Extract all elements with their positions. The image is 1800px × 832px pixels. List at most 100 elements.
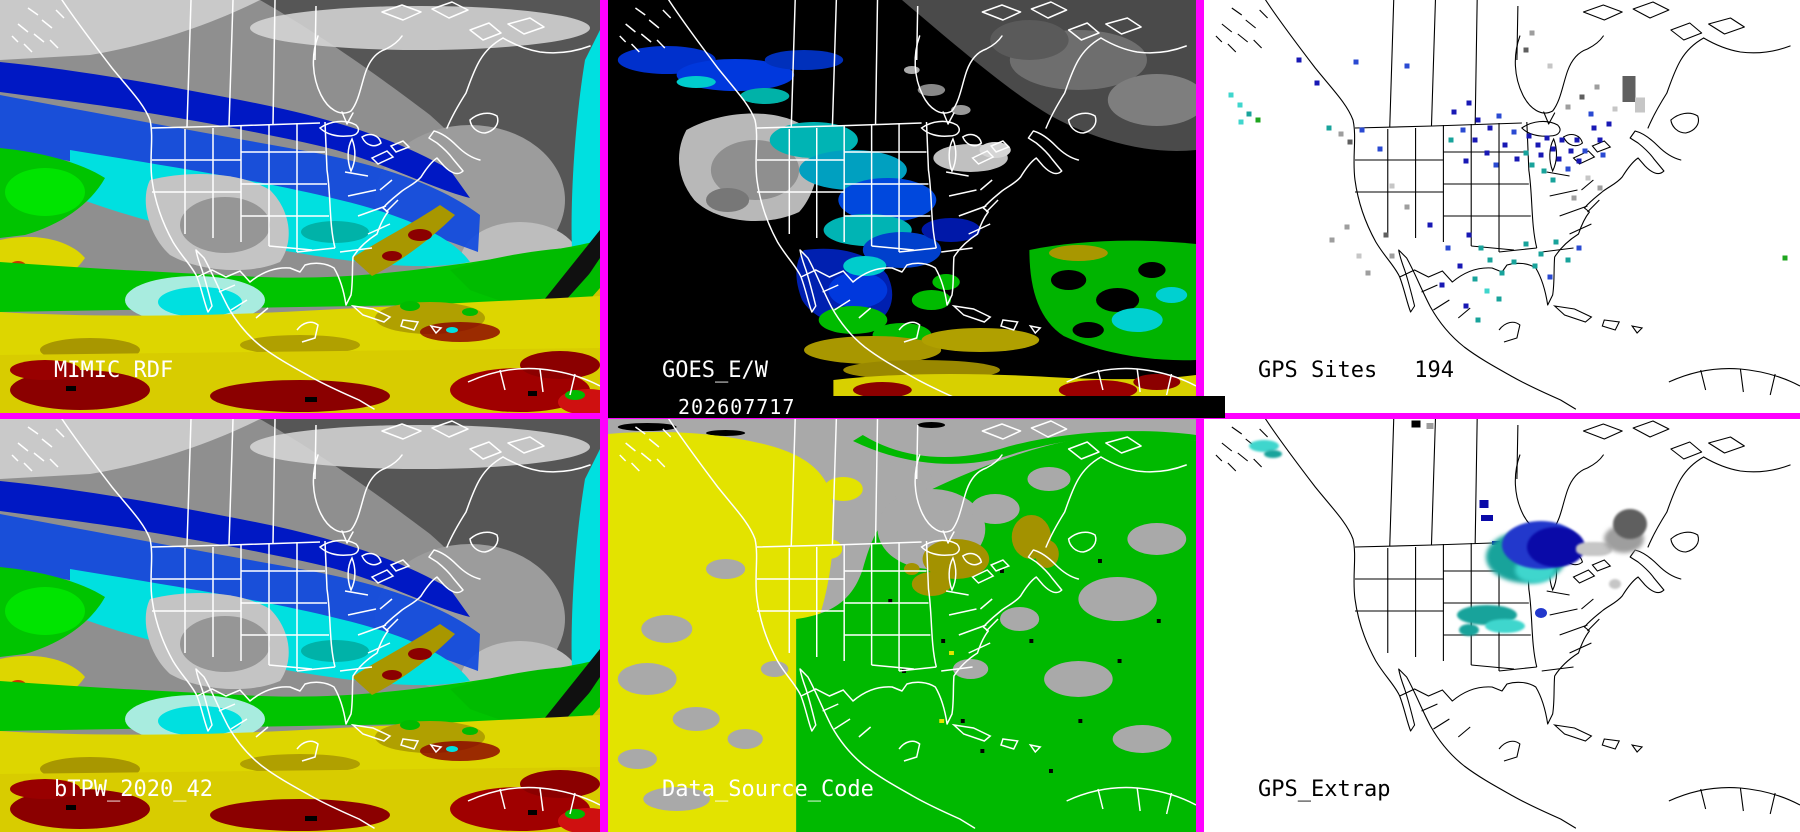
gps-site-marker (1463, 158, 1469, 164)
gps-site-marker (1365, 270, 1371, 276)
gps-site-marker (1487, 257, 1493, 263)
gps-site-marker (1228, 92, 1234, 98)
gps-site-marker (1550, 177, 1556, 183)
gps-site-marker (1547, 63, 1553, 69)
gps-extrap-blobs (1204, 419, 1800, 832)
gps-site-marker (1535, 142, 1541, 148)
gps-site-marker (1499, 270, 1505, 276)
gps-site-marker (1475, 317, 1481, 323)
gps-extrap-blob (1534, 608, 1547, 619)
gps-site-marker (1502, 142, 1508, 148)
gps-extrap-blob (1613, 509, 1648, 540)
gps-site-marker (1538, 152, 1544, 158)
gps-sites-count: 194 (1414, 358, 1454, 383)
gps-extrap-blob (1263, 450, 1282, 459)
gps-sites-label: GPS Sites (1258, 358, 1378, 383)
gps-site-marker (1600, 152, 1606, 158)
gps-site-marker (1565, 166, 1571, 172)
gps-site-marker (1541, 168, 1547, 174)
panel-mimic-rdf: MIMIC RDF (0, 0, 600, 413)
gps-site-marker (1523, 47, 1529, 53)
gps-extrap-blob (1609, 579, 1622, 590)
gps-extrap-blob (1481, 515, 1494, 522)
gps-site-marker (1565, 104, 1571, 110)
gps-extrap-blob (1426, 422, 1434, 429)
gps-site-marker (1523, 150, 1529, 156)
gps-extrap-blob (1479, 499, 1489, 508)
panel-label-gps-sites: GPS Sites 194 (1258, 358, 1454, 384)
gps-site-marker (1597, 137, 1603, 143)
gps-site-marker (1475, 117, 1481, 123)
gps-site-marker (1445, 245, 1451, 251)
gps-site-marker (1523, 241, 1529, 247)
gps-site-marker (1466, 100, 1472, 106)
panel-gps-extrap: GPS_Extrap (1204, 419, 1800, 832)
gps-site-marker (1594, 84, 1600, 90)
gps-site-marker (1574, 137, 1579, 143)
gps-site-marker (1338, 131, 1344, 137)
gps-site-marker (1579, 94, 1585, 100)
gps-site-marker (1511, 259, 1517, 265)
gps-site-marker (1585, 175, 1591, 181)
data-source-imagery (608, 419, 1196, 832)
gps-site-marker (1635, 97, 1646, 113)
gps-site-marker (1451, 109, 1457, 114)
gps-site-marker (1612, 106, 1618, 112)
gps-site-marker (1326, 125, 1332, 131)
goes-ew-imagery (608, 0, 1196, 413)
gps-site-marker (1576, 245, 1582, 251)
gps-site-marker (1353, 59, 1359, 65)
gps-site-marker (1383, 232, 1389, 238)
gps-site-marker (1532, 263, 1538, 269)
gps-site-marker (1576, 158, 1582, 164)
gps-site-marker (1529, 30, 1535, 36)
gps-site-marker (1439, 282, 1445, 288)
gps-site-marker (1448, 137, 1454, 143)
gps-site-marker (1329, 237, 1335, 243)
gps-site-marker (1591, 125, 1597, 131)
gps-site-marker (1553, 239, 1559, 245)
gps-site-marker (1484, 288, 1490, 294)
gps-site-marker (1463, 303, 1469, 309)
gps-site-marker (1404, 63, 1410, 69)
gps-site-marker (1559, 137, 1565, 143)
gps-site-marker (1255, 117, 1261, 123)
gps-site-marker (1377, 146, 1383, 152)
gps-site-marker (1427, 222, 1433, 228)
gps-site-marker (1472, 137, 1478, 143)
gps-site-marker (1296, 57, 1302, 63)
gps-site-marker (1237, 102, 1243, 108)
gps-site-marker (1389, 253, 1395, 259)
gps-site-marker (1359, 127, 1365, 133)
gps-site-marker (1389, 183, 1395, 189)
gps-site-marker (1547, 274, 1553, 280)
gps-extrap-blob (1459, 623, 1480, 636)
gps-site-marker (1404, 204, 1410, 209)
gps-site-marker (1529, 162, 1535, 168)
gps-site-marker (1493, 162, 1499, 168)
gps-site-marker (1356, 253, 1362, 259)
panel-label-btpw: bTPW_2020_42 (54, 777, 213, 802)
gps-site-marker (1457, 263, 1463, 269)
panel-gps-sites: GPS Sites 194 (1204, 0, 1800, 413)
gps-site-marker (1478, 245, 1484, 251)
gps-site-marker (1571, 195, 1577, 201)
btpw-imagery (0, 419, 600, 832)
gps-site-marker (1484, 150, 1490, 156)
panel-label-gps-extrap: GPS_Extrap (1258, 777, 1391, 802)
gps-site-marker (1597, 185, 1603, 191)
gps-site-marker (1472, 276, 1478, 282)
mimic-rdf-imagery (0, 0, 600, 413)
gps-site-marker (1314, 80, 1320, 86)
gps-site-marker (1782, 255, 1788, 261)
gps-site-marker (1565, 257, 1571, 263)
gps-site-marker (1588, 111, 1594, 117)
gps-extrap-blob (1484, 618, 1525, 633)
gps-extrap-blob (1411, 420, 1421, 428)
gps-extrap-blob (1248, 439, 1279, 452)
panel-label-dsc: Data_Source_Code (662, 777, 874, 802)
timestamp: 202607717 (678, 395, 796, 419)
panel-data-source-code: Data_Source_Code (608, 419, 1196, 832)
gps-site-marker (1568, 148, 1574, 154)
